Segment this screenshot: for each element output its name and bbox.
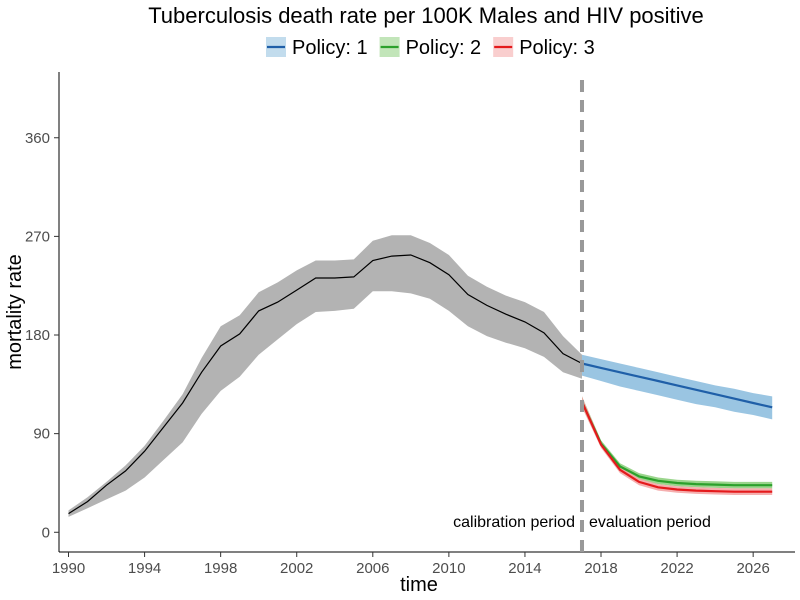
- x-tick-label: 2014: [508, 560, 541, 577]
- x-tick-label: 2006: [356, 560, 389, 577]
- x-axis-ticks: 1990 1994 1998 2002 2006 2010 2014 2018 2022 2026: [52, 552, 770, 577]
- legend-label: Policy: 2: [406, 37, 482, 59]
- legend-item-policy-1: Policy: 1: [266, 37, 368, 59]
- x-axis-title: time: [400, 574, 438, 596]
- policy-3-line: [580, 401, 773, 493]
- confidence-bands: [68, 235, 773, 517]
- policy-1-band: [582, 354, 773, 420]
- x-tick-label: 2002: [280, 560, 313, 577]
- series-lines: [68, 254, 773, 515]
- legend-item-policy-3: Policy: 3: [493, 37, 595, 59]
- calibration-line: [68, 254, 583, 515]
- legend-label: Policy: 3: [519, 37, 595, 59]
- chart-title: Tuberculosis death rate per 100K Males a…: [148, 3, 704, 28]
- y-tick-label: 270: [25, 228, 50, 245]
- calibration-period-label: calibration period: [453, 514, 575, 531]
- x-tick-label: 1994: [128, 560, 161, 577]
- calibration-band: [68, 235, 582, 517]
- y-tick-label: 90: [33, 426, 50, 443]
- legend: Policy: 1 Policy: 2 Policy: 3: [266, 37, 595, 59]
- y-axis-ticks: 0 90 180 270 360: [25, 130, 59, 541]
- x-tick-label: 2010: [432, 560, 465, 577]
- y-tick-label: 180: [25, 327, 50, 344]
- x-tick-label: 2026: [736, 560, 769, 577]
- evaluation-period-label: evaluation period: [589, 514, 711, 531]
- y-tick-label: 0: [42, 524, 50, 541]
- y-tick-label: 360: [25, 130, 50, 147]
- x-tick-label: 2018: [584, 560, 617, 577]
- policy-2-line: [580, 401, 773, 487]
- y-axis-title: mortality rate: [4, 254, 26, 370]
- x-tick-label: 1990: [52, 560, 85, 577]
- x-tick-label: 1998: [204, 560, 237, 577]
- plot-area: [68, 235, 773, 517]
- legend-item-policy-2: Policy: 2: [379, 37, 482, 59]
- policy-1-line: [581, 362, 773, 409]
- legend-label: Policy: 1: [292, 37, 368, 59]
- x-tick-label: 2022: [660, 560, 693, 577]
